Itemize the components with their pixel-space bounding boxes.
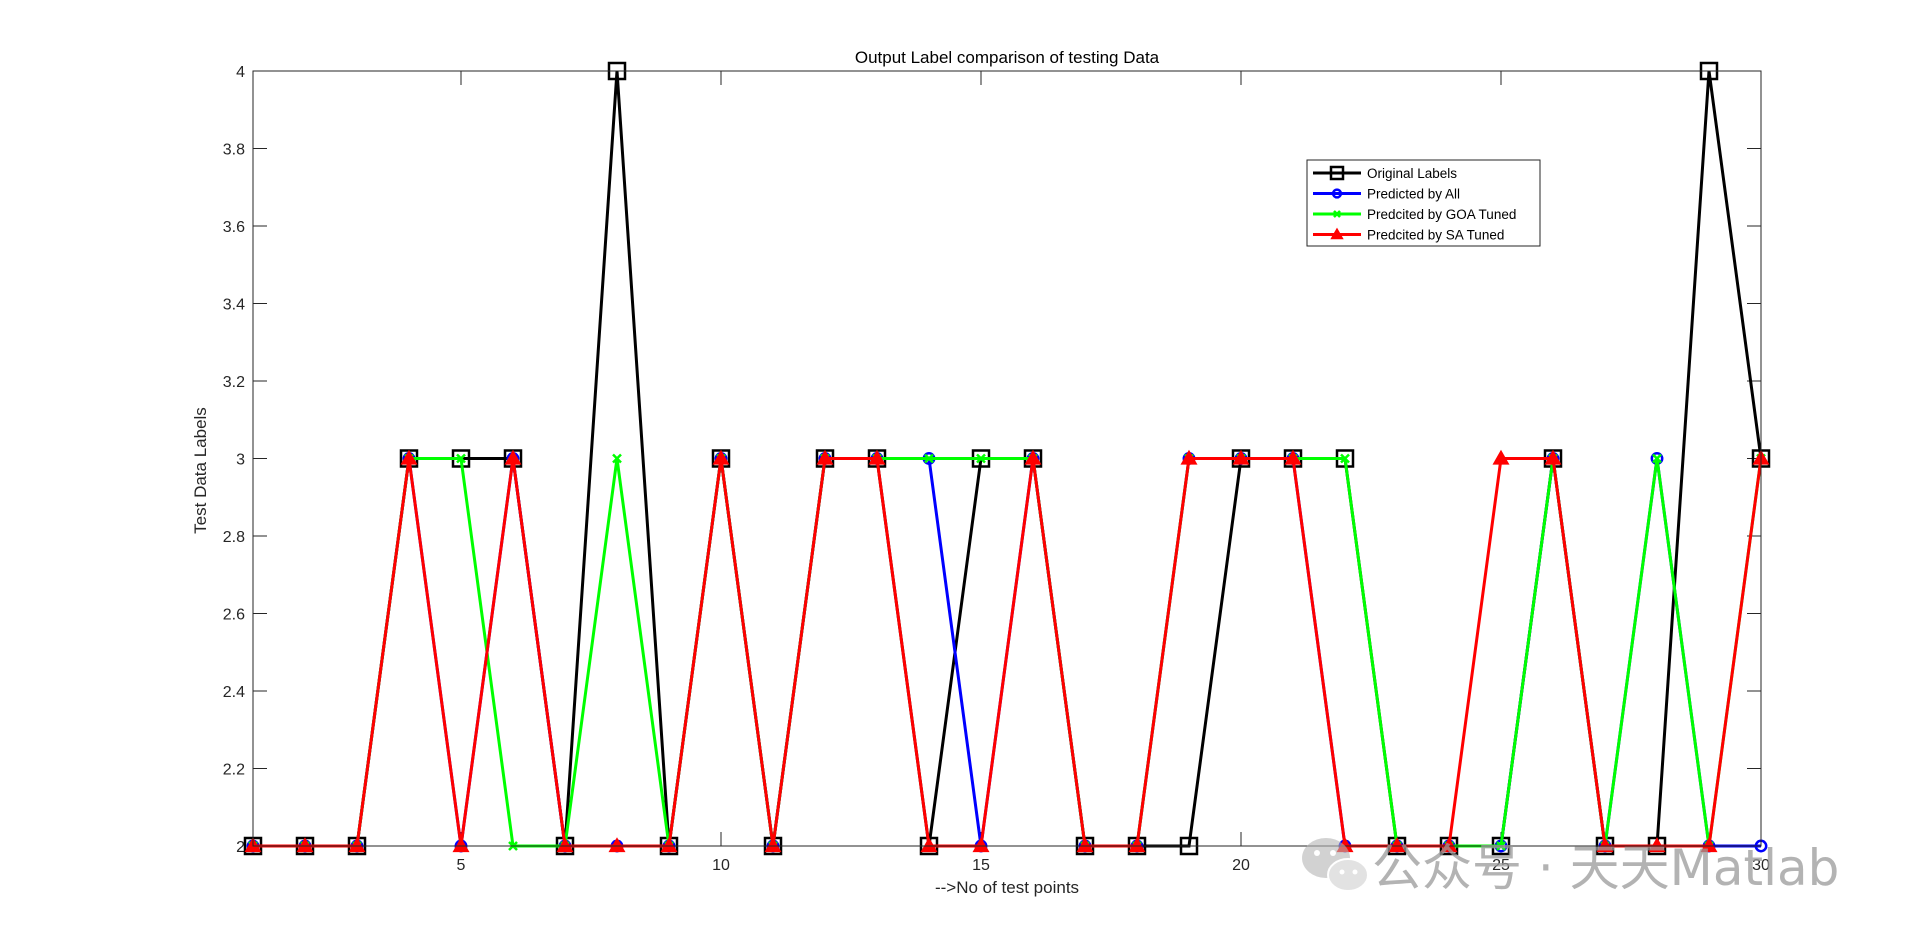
data-point xyxy=(972,837,990,853)
data-point xyxy=(456,453,466,464)
data-point xyxy=(1544,449,1562,465)
data-point xyxy=(816,449,834,465)
y-tick-label: 2 xyxy=(236,839,245,856)
x-tick-label: 20 xyxy=(1232,857,1250,874)
data-point xyxy=(924,453,934,464)
y-tick-label: 3.8 xyxy=(223,142,245,159)
data-point xyxy=(1700,837,1718,853)
data-point xyxy=(504,449,522,465)
x-axis-title: -->No of test points xyxy=(935,878,1079,897)
series-layer xyxy=(243,61,1771,856)
data-point xyxy=(1340,453,1350,464)
data-point xyxy=(1388,837,1406,853)
y-tick-label: 3.2 xyxy=(223,374,245,391)
data-point xyxy=(296,837,314,853)
data-point xyxy=(920,837,938,853)
data-point xyxy=(868,449,886,465)
legend-marker xyxy=(1331,188,1343,199)
data-point xyxy=(1596,837,1614,853)
data-point xyxy=(348,837,366,853)
data-point xyxy=(612,453,622,464)
plot-frame xyxy=(252,70,1762,847)
data-point xyxy=(1648,837,1666,853)
y-axis-title: Test Data Labels xyxy=(191,407,210,534)
data-point xyxy=(1440,837,1458,853)
data-point xyxy=(764,837,782,853)
data-point xyxy=(1232,449,1250,465)
legend-marker xyxy=(1329,165,1345,181)
legend-item-label: Predicted by All xyxy=(1367,187,1460,202)
y-tick-label: 3.4 xyxy=(223,297,245,314)
data-point xyxy=(400,449,418,465)
y-tick-label: 2.8 xyxy=(223,529,245,546)
y-tick-label: 2.4 xyxy=(223,684,245,701)
series-3 xyxy=(244,449,1770,853)
data-point xyxy=(452,837,470,853)
data-point xyxy=(1180,449,1198,465)
y-tick-label: 3 xyxy=(236,452,245,469)
data-point xyxy=(1284,449,1302,465)
data-point xyxy=(660,837,678,853)
watermark: 公众号 · 天天Matlab xyxy=(1302,838,1839,897)
chart-title: Output Label comparison of testing Data xyxy=(855,48,1160,67)
wechat-icon xyxy=(1302,838,1369,892)
series-line xyxy=(253,457,1763,848)
data-point xyxy=(1024,449,1042,465)
data-point xyxy=(1652,453,1662,464)
y-tick-label: 2.6 xyxy=(223,607,245,624)
legend-marker xyxy=(1330,227,1344,240)
data-point xyxy=(556,837,574,853)
y-tick-label: 4 xyxy=(236,64,245,81)
x-tick-label: 5 xyxy=(457,857,466,874)
data-point xyxy=(712,449,730,465)
legend-item-label: Predcited by SA Tuned xyxy=(1367,228,1504,243)
legend: Original Labels Predicted by All Predcited… xyxy=(1306,159,1541,247)
x-tick-label: 15 xyxy=(972,857,990,874)
data-point xyxy=(608,837,626,853)
data-point xyxy=(1492,449,1510,465)
data-point xyxy=(1128,837,1146,853)
series-line xyxy=(253,457,1763,848)
x-tick-label: 25 xyxy=(1492,857,1510,874)
legend-item-label: Original Labels xyxy=(1367,166,1457,181)
y-tick-label: 3.6 xyxy=(223,219,245,236)
legend-item-label: Predcited by GOA Tuned xyxy=(1367,207,1516,222)
y-tick-label: 2.2 xyxy=(223,762,245,779)
watermark-text: 公众号 · 天天Matlab xyxy=(1372,839,1839,897)
x-tick-label: 30 xyxy=(1752,857,1770,874)
x-tick-label: 10 xyxy=(712,857,730,874)
data-point xyxy=(976,453,986,464)
data-point xyxy=(1076,837,1094,853)
legend-marker xyxy=(1333,210,1341,218)
